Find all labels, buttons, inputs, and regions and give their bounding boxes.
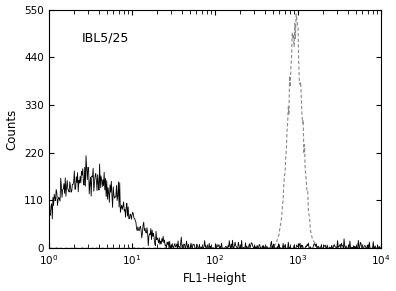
X-axis label: FL1-Height: FL1-Height [183, 272, 247, 285]
Text: IBL5/25: IBL5/25 [82, 31, 129, 44]
Y-axis label: Counts: Counts [6, 108, 19, 150]
